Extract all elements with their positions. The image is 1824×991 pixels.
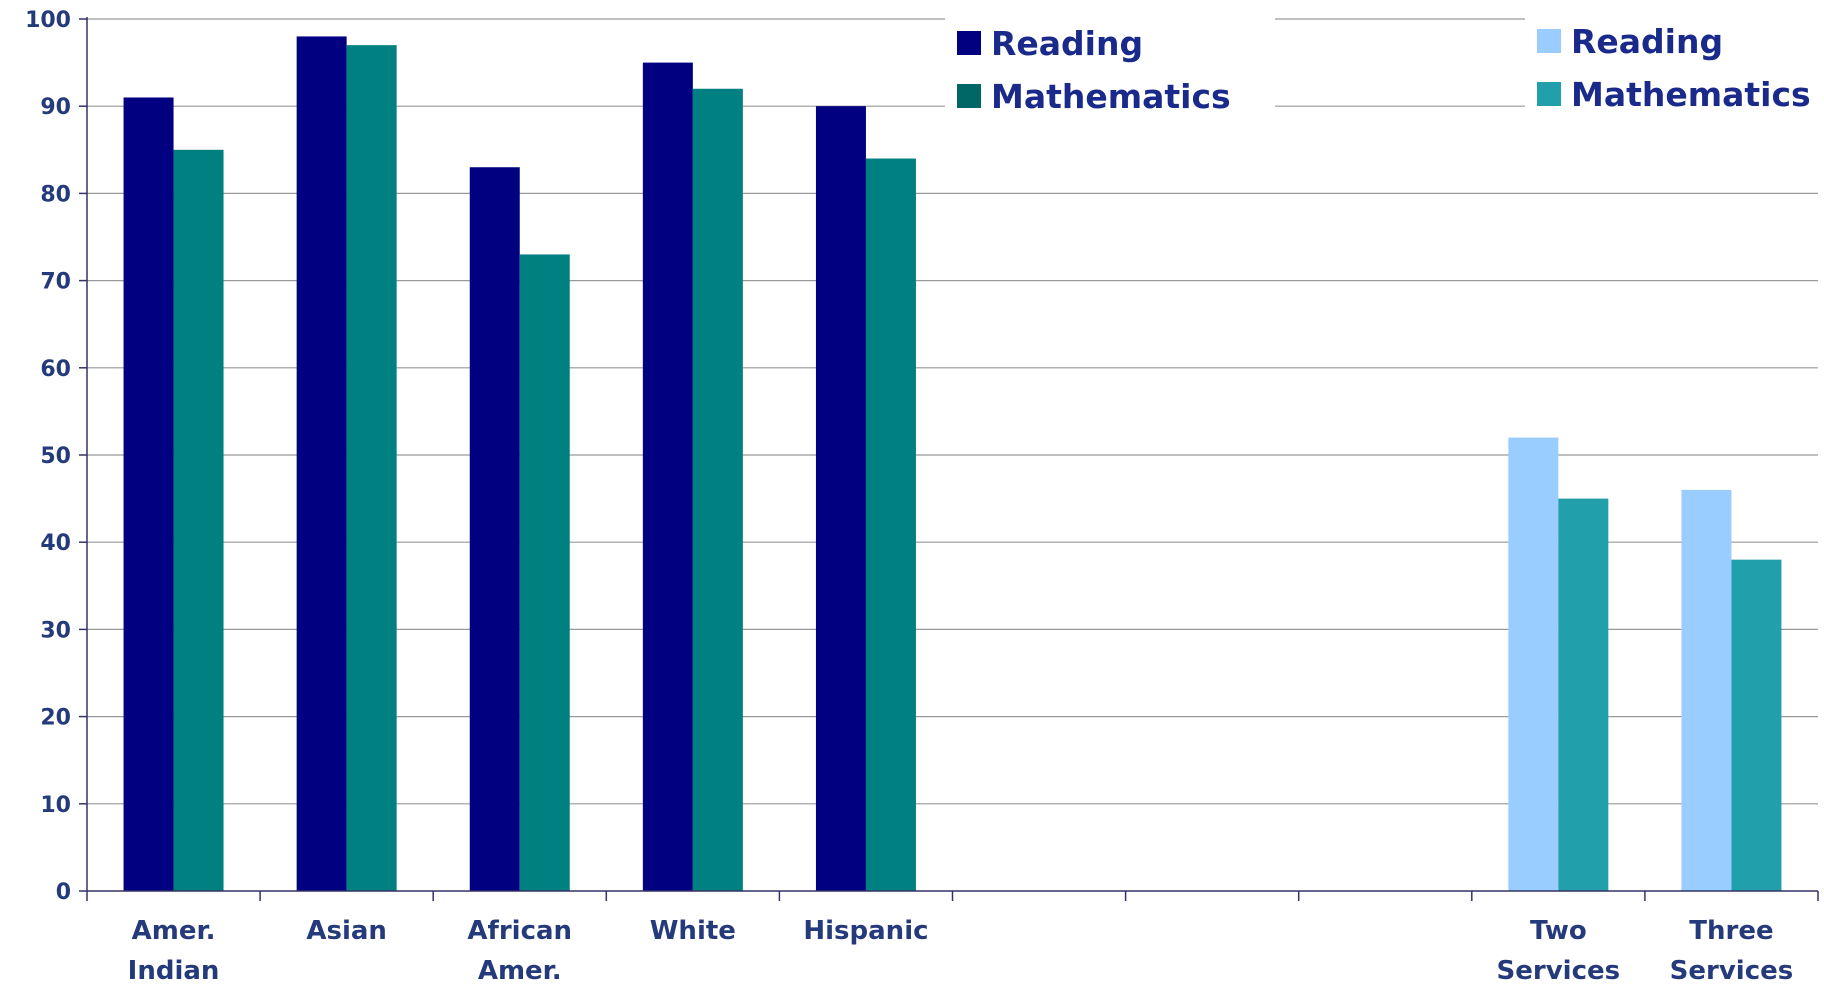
- y-tick-label: 100: [25, 8, 71, 33]
- legend-swatch: [957, 84, 981, 108]
- bar-reading-9: [1681, 489, 1732, 891]
- y-tick-label: 20: [40, 706, 71, 731]
- legend-top-center: Reading Mathematics: [945, 18, 1275, 126]
- y-tick-label: 50: [40, 444, 71, 469]
- x-category-label: Amer.: [478, 956, 562, 986]
- y-tick-label: 60: [40, 357, 71, 382]
- legend-swatch: [1537, 82, 1561, 106]
- bar-reading-4: [815, 106, 866, 891]
- legend-swatch: [1537, 29, 1561, 53]
- legends: Reading Mathematics Reading Mathematics: [945, 16, 1824, 126]
- y-tick-label: 10: [40, 793, 71, 818]
- axes: [79, 17, 1819, 901]
- legend-background: [1525, 16, 1824, 124]
- y-tick-label: 30: [40, 618, 71, 643]
- bar-mathematics-0: [173, 149, 224, 892]
- y-tick-label: 90: [40, 95, 71, 120]
- y-tick-label: 40: [40, 531, 71, 556]
- x-category-label: Services: [1497, 956, 1621, 986]
- bars: [123, 36, 1782, 892]
- bar-mathematics-3: [692, 88, 743, 891]
- x-category-label: Two: [1530, 916, 1587, 946]
- x-category-label: Three: [1689, 916, 1773, 946]
- x-category-label: Services: [1670, 956, 1794, 986]
- labels: 0 10 20 30 40 50 60 70 80 90 100 Amer. Indian Asian Af…: [25, 8, 1793, 986]
- legend-swatch: [957, 31, 981, 55]
- legend-label: Reading: [1571, 22, 1723, 61]
- x-category-label: White: [650, 916, 736, 946]
- bar-reading-3: [642, 62, 693, 892]
- y-tick-label: 0: [56, 880, 71, 905]
- x-category-label: Asian: [306, 916, 387, 946]
- legend-label: Mathematics: [991, 77, 1231, 116]
- legend-label: Mathematics: [1571, 75, 1811, 114]
- x-category-label: Amer.: [132, 916, 216, 946]
- bar-mathematics-1: [346, 45, 397, 892]
- legend-label: Reading: [991, 24, 1143, 63]
- bar-reading-2: [469, 167, 520, 892]
- bar-mathematics-9: [1731, 559, 1782, 891]
- y-tick-label: 70: [40, 270, 71, 295]
- x-category-label: Indian: [128, 956, 220, 986]
- legend-top-right: Reading Mathematics: [1525, 16, 1824, 124]
- bar-reading-8: [1508, 437, 1559, 891]
- bar-mathematics-8: [1558, 498, 1609, 891]
- bar-reading-1: [296, 36, 347, 891]
- bar-reading-0: [123, 97, 174, 892]
- legend-background: [945, 18, 1275, 126]
- bar-mathematics-2: [519, 254, 570, 891]
- y-tick-label: 80: [40, 182, 71, 207]
- x-category-label: Hispanic: [803, 916, 928, 946]
- x-category-label: African: [467, 916, 572, 946]
- bar-mathematics-4: [865, 158, 916, 891]
